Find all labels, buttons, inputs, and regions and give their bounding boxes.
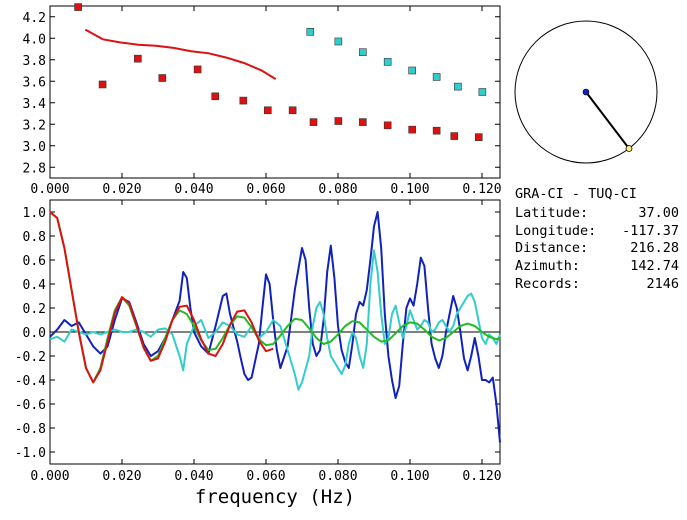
red-data-point [288, 106, 297, 115]
top-plot-frame [49, 5, 501, 179]
bottom-y-tick-label: 0.8 [23, 230, 46, 245]
red-data-point [193, 65, 202, 74]
red-model-curve [49, 211, 274, 384]
blue-correlation-curve [49, 211, 501, 443]
bottom-y-tick-label: 0.4 [23, 278, 47, 293]
distance-label: Distance: [515, 240, 589, 256]
red-data-point [211, 92, 220, 101]
top-x-tick-label: 0.060 [246, 182, 285, 197]
group-velocity-curve [84, 28, 277, 80]
bottom-y-tick-label: -0.6 [15, 398, 46, 413]
latitude-value: 37.00 [638, 205, 679, 221]
bottom-y-tick-label: 1.0 [23, 206, 46, 221]
bottom-x-tick-label: 0.120 [462, 469, 501, 484]
bottom-x-tick-label: 0.080 [318, 469, 357, 484]
red-data-point [158, 74, 167, 82]
receiver-station-marker [625, 145, 633, 152]
top-y-tick-label: 3.2 [23, 118, 46, 133]
records-value: 2146 [646, 276, 679, 292]
azimuth-label: Azimuth: [515, 258, 581, 274]
azimuth-row: Azimuth: 142.74 [515, 258, 679, 274]
azimuth-circle [514, 20, 658, 164]
top-x-tick-label: 0.020 [102, 182, 141, 197]
records-label: Records: [515, 276, 581, 292]
cyan-data-point [408, 66, 416, 75]
azimuth-value: 142.74 [630, 258, 679, 274]
top-y-tick-label: 3.4 [23, 97, 47, 112]
source-station-marker [582, 88, 590, 96]
distance-row: Distance: 216.28 [515, 240, 679, 256]
distance-value: 216.28 [630, 240, 679, 256]
top-y-tick-label: 3.0 [23, 140, 46, 155]
cyan-data-point [454, 82, 462, 91]
bottom-x-tick-label: 0.000 [30, 469, 69, 484]
longitude-row: Longitude: -117.37 [515, 223, 679, 239]
cyan-data-point [306, 27, 315, 36]
longitude-label: Longitude: [515, 223, 597, 239]
top-x-tick-label: 0.120 [462, 182, 501, 197]
bottom-x-tick-label: 0.100 [390, 469, 429, 484]
top-x-tick-label: 0.100 [390, 182, 429, 197]
bottom-x-tick-label: 0.040 [174, 469, 213, 484]
records-row: Records: 2146 [515, 276, 679, 292]
red-data-point [474, 133, 483, 141]
top-x-tick-label: 0.040 [174, 182, 213, 197]
red-data-point [408, 125, 416, 134]
bottom-y-tick-label: 0.6 [23, 254, 46, 269]
red-data-point [359, 118, 367, 126]
cyan-data-point [432, 73, 441, 81]
bottom-y-tick-label: 0.2 [23, 302, 46, 317]
red-data-point [450, 132, 459, 140]
red-data-point [239, 96, 248, 105]
red-data-point [383, 121, 392, 130]
bottom-y-tick-label: -0.4 [15, 374, 46, 389]
red-data-point [334, 117, 343, 125]
top-y-tick-label: 3.6 [23, 75, 46, 90]
latitude-label: Latitude: [515, 205, 589, 221]
red-data-point [432, 126, 441, 135]
red-data-point [309, 118, 318, 126]
longitude-value: -117.37 [622, 223, 679, 239]
bottom-x-tick-label: 0.020 [102, 469, 141, 484]
azimuth-line [585, 91, 630, 150]
top-y-tick-label: 3.8 [23, 54, 46, 69]
red-data-point [74, 3, 82, 11]
x-axis-title: frequency (Hz) [195, 486, 355, 508]
cyan-data-point [383, 58, 392, 66]
top-x-tick-label: 0.080 [318, 182, 357, 197]
green-model-curve [49, 211, 501, 384]
top-y-tick-label: 4.2 [23, 11, 46, 26]
cyan-data-point [359, 48, 367, 57]
red-data-point [134, 54, 142, 63]
top-y-tick-label: 4.0 [23, 32, 46, 47]
bottom-y-tick-label: -0.2 [15, 350, 46, 365]
top-y-tick-label: 2.8 [23, 161, 46, 176]
top-x-tick-label: 0.000 [30, 182, 69, 197]
red-data-point [263, 106, 272, 115]
cyan-data-point [334, 37, 343, 46]
bottom-y-tick-label: -0.8 [15, 422, 46, 437]
bottom-x-tick-label: 0.060 [246, 469, 285, 484]
bottom-y-tick-label: -1.0 [15, 446, 46, 461]
station-pair-header: GRA-CI - TUQ-CI [515, 186, 637, 202]
red-data-point [98, 80, 107, 89]
cyan-correlation-curve [49, 249, 501, 391]
cyan-data-point [478, 88, 487, 96]
bottom-y-tick-label: 0.0 [23, 326, 46, 341]
latitude-row: Latitude: 37.00 [515, 205, 679, 221]
